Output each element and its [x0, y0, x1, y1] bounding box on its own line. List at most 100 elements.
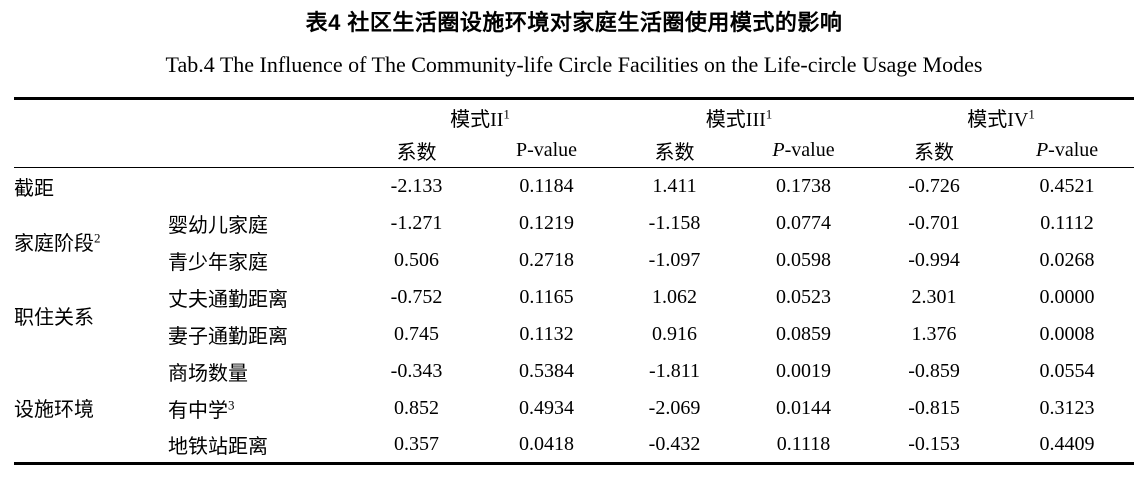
table-row-intercept: 截距 -2.133 0.1184 1.411 0.1738 -0.726 0.4… [14, 168, 1134, 205]
variable-cell: 婴幼儿家庭 [168, 205, 350, 242]
coef-cell: 0.852 [394, 396, 439, 419]
p-letter: P [1035, 139, 1049, 162]
coef-cell: -0.726 [908, 174, 960, 197]
table-row-mall-count: 设施环境 商场数量 -0.343 0.5384 -1.811 0.0019 -0… [14, 353, 1134, 421]
model-label: 模式IV [967, 108, 1029, 131]
coef-header-2: 系数 [350, 134, 483, 168]
pvalue-cell: 0.0008 [1039, 322, 1095, 345]
pvalue-cell: 0.1219 [519, 211, 574, 234]
pvalue-cell: 0.1118 [776, 432, 831, 455]
model-header-2: 模式II1 [350, 99, 610, 135]
coef-cell: -0.815 [908, 396, 960, 419]
group-label: 家庭阶段 [14, 233, 94, 255]
coef-cell: -0.701 [908, 211, 960, 234]
group-label-cell: 设施环境 [14, 353, 168, 464]
variable-cell: 有中学3 [168, 390, 350, 427]
table-row-wife-commute: 妻子通勤距离 0.745 0.1132 0.916 0.0859 1.376 0… [14, 316, 1134, 353]
pvalue-cell: 0.0144 [776, 396, 832, 419]
p-suffix: -value [527, 139, 578, 162]
pvalue-cell: 0.0523 [776, 285, 832, 308]
variable-label: 有中学 [168, 399, 228, 422]
coef-cell: -0.343 [390, 359, 443, 382]
group-label: 设施环境 [14, 398, 94, 421]
coef-cell: 0.916 [652, 322, 698, 345]
table-row-husband-commute: 职住关系 丈夫通勤距离 -0.752 0.1165 1.062 0.0523 2… [14, 279, 1134, 330]
variable-cell: 丈夫通勤距离 [168, 279, 350, 316]
coef-cell: -0.994 [908, 248, 960, 271]
pvalue-cell: 0.1738 [776, 174, 832, 197]
coef-cell: 2.301 [911, 285, 957, 308]
group-label: 截距 [14, 177, 54, 200]
group-label-cell: 截距 [14, 168, 168, 205]
pvalue-cell: 0.0019 [776, 359, 832, 382]
pvalue-cell: 0.5384 [519, 359, 574, 382]
p-letter: P [515, 139, 528, 162]
footnote-marker: 1 [503, 106, 510, 122]
coef-cell: 0.357 [394, 432, 439, 455]
coef-cell: -2.133 [390, 174, 443, 197]
pvalue-cell: 0.4934 [519, 396, 574, 419]
variable-cell: 妻子通勤距离 [168, 316, 350, 353]
pvalue-cell: 0.1165 [519, 285, 574, 308]
pvalue-cell: 0.0000 [1039, 285, 1095, 308]
pvalue-header-4: P-value [1000, 134, 1135, 168]
pvalue-cell: 0.0418 [519, 432, 574, 455]
group-label: 职住关系 [14, 307, 94, 329]
coef-cell: 1.062 [652, 285, 698, 308]
group-label-cell: 职住关系 [14, 279, 168, 353]
pvalue-cell: 0.0598 [776, 248, 832, 271]
pvalue-header-2: P-value [483, 134, 611, 168]
variable-cell-empty [168, 168, 350, 205]
pvalue-cell: 0.0554 [1039, 359, 1095, 382]
coef-cell: 1.411 [652, 174, 697, 197]
footnote-marker: 3 [228, 396, 235, 412]
model-header-row: 模式II1 模式III1 模式IV1 [14, 99, 1134, 135]
coef-cell: -0.432 [648, 432, 701, 455]
model-label: 模式III [705, 108, 766, 131]
coef-cell: -1.811 [649, 359, 700, 382]
model-label: 模式II [450, 108, 504, 131]
variable-label: 商场数量 [168, 362, 248, 385]
sub-header-row: 系数 P-value 系数 P-value 系数 P-value [14, 134, 1135, 168]
variable-label: 丈夫通勤距离 [168, 288, 288, 311]
variable-label: 青少年家庭 [168, 251, 268, 274]
variable-label: 婴幼儿家庭 [168, 214, 268, 237]
pvalue-cell: 0.4409 [1039, 432, 1095, 455]
p-letter: P [772, 139, 785, 162]
model-header-3: 模式III1 [610, 99, 868, 135]
footnote-marker: 2 [94, 230, 101, 246]
coef-cell: -1.158 [648, 211, 701, 234]
pvalue-cell: 0.4521 [1039, 174, 1095, 197]
coef-header-3: 系数 [610, 134, 740, 168]
table-row-has-middle-school: 有中学3 0.852 0.4934 -2.069 0.0144 -0.815 0… [14, 390, 1134, 427]
results-table: 模式II1 模式III1 模式IV1 系数 P-value 系数 P-value… [14, 97, 1135, 465]
coef-cell: 0.745 [394, 322, 439, 345]
coef-header-4: 系数 [868, 134, 1001, 168]
coef-cell: -1.097 [648, 248, 701, 271]
table-row-metro-distance: 地铁站距离 0.357 0.0418 -0.432 0.1118 -0.153 … [14, 427, 1134, 464]
variable-cell: 青少年家庭 [168, 242, 350, 279]
pvalue-cell: 0.1184 [519, 174, 574, 197]
coef-cell: -0.859 [908, 359, 960, 382]
coef-cell: -1.271 [390, 211, 443, 234]
coef-cell: -0.153 [908, 432, 960, 455]
table-row-infant-family: 家庭阶段2 婴幼儿家庭 -1.271 0.1219 -1.158 0.0774 … [14, 205, 1134, 256]
coef-cell: 1.376 [911, 322, 957, 345]
coef-cell: 0.506 [394, 248, 439, 271]
model-header-4: 模式IV1 [868, 99, 1134, 135]
pvalue-cell: 0.0774 [776, 211, 832, 234]
header-spacer [14, 134, 350, 168]
pvalue-cell: 0.0268 [1039, 248, 1095, 271]
pvalue-cell: 0.1132 [519, 322, 574, 345]
table-row-teen-family: 青少年家庭 0.506 0.2718 -1.097 0.0598 -0.994 … [14, 242, 1134, 279]
variable-label: 地铁站距离 [168, 435, 268, 458]
p-suffix: -value [1048, 139, 1099, 162]
table-title-en: Tab.4 The Influence of The Community-lif… [165, 52, 983, 77]
coef-cell: -0.752 [390, 285, 443, 308]
group-label-cell: 家庭阶段2 [14, 205, 168, 279]
footnote-marker: 1 [765, 106, 773, 122]
coef-cell: -2.069 [648, 396, 701, 419]
pvalue-cell: 0.3123 [1039, 396, 1095, 419]
pvalue-cell: 0.2718 [519, 248, 574, 271]
